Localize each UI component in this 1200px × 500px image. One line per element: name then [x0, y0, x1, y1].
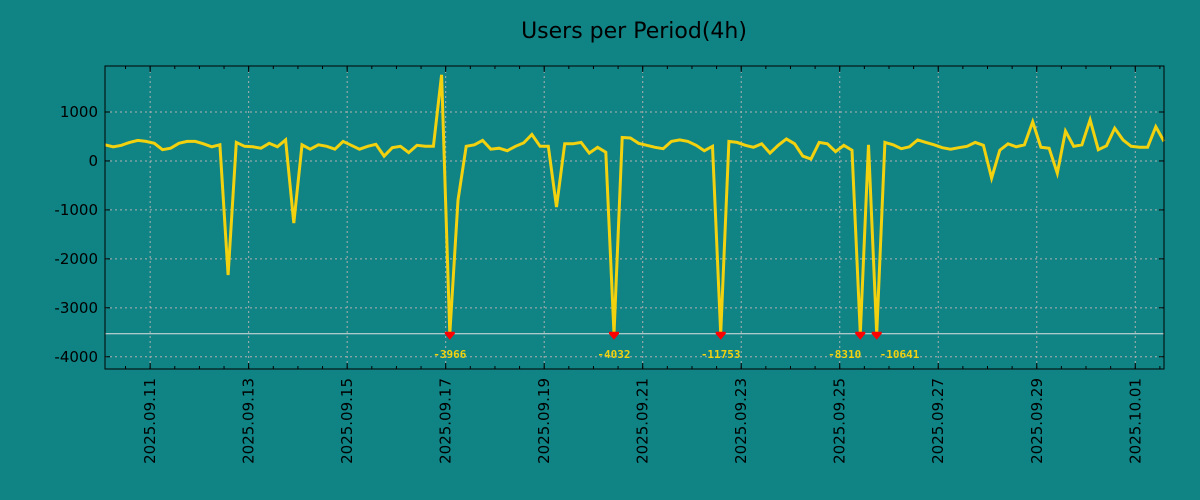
clip-marker: [444, 331, 455, 340]
x-tick-label: 2025.09.15: [338, 378, 356, 464]
x-tick-label: 2025.09.25: [831, 378, 849, 464]
x-axis: 2025.09.11 2025.09.13 2025.09.15 2025.09.17…: [125, 66, 1161, 464]
y-tick-label: -3000: [54, 299, 98, 317]
chart-title: Users per Period(4h): [521, 19, 747, 44]
y-axis: 1000 0 -1000 -2000 -3000 -4000: [54, 103, 1164, 366]
x-tick-label: 2025.09.23: [732, 378, 750, 464]
y-tick-label: 1000: [60, 103, 98, 121]
x-tick-label: 2025.09.21: [634, 378, 652, 464]
clip-marker: [855, 331, 866, 340]
plot-frame: [104, 65, 1165, 370]
clip-value-label: -4032: [597, 348, 630, 361]
x-tick-label: 2025.09.13: [240, 378, 258, 464]
y-tick-label: -4000: [54, 348, 98, 366]
series-line-users: [104, 74, 1166, 334]
clip-marker: [608, 331, 619, 340]
clip-marker: [715, 331, 726, 340]
x-tick-label: 2025.10.01: [1126, 378, 1144, 464]
grid: [105, 66, 1164, 369]
clip-marker: [871, 331, 882, 340]
clip-value-label: -8310: [828, 348, 861, 361]
y-tick-label: -2000: [54, 250, 98, 268]
x-tick-label: 2025.09.17: [437, 378, 455, 464]
y-tick-label: 0: [88, 152, 98, 170]
x-tick-label: 2025.09.29: [1028, 378, 1046, 464]
clip-value-label: -10641: [880, 348, 920, 361]
x-tick-label: 2025.09.27: [929, 378, 947, 464]
clipped-markers: -3966 -4032 -11753 -8310 -10641: [433, 331, 920, 361]
clip-value-label: -3966: [433, 348, 466, 361]
y-tick-label: -1000: [54, 201, 98, 219]
x-tick-label: 2025.09.11: [141, 378, 159, 464]
clip-value-label: -11753: [701, 348, 741, 361]
x-tick-label: 2025.09.19: [535, 378, 553, 464]
